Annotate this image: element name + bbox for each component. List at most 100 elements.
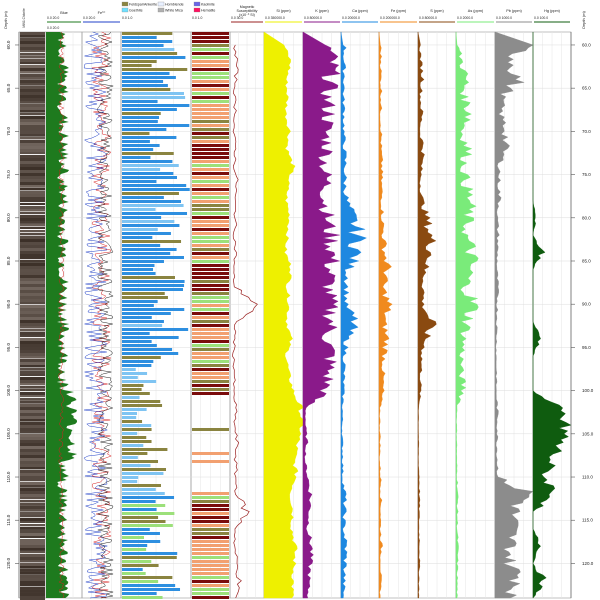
mineral-bar [122,260,164,263]
class-band [192,344,229,347]
core-segment [20,500,45,503]
track-title-mag: (x10⁻³ SI) [239,13,255,17]
legend-swatch [193,1,201,7]
core-segment [20,134,45,137]
core-segment [20,140,45,145]
axis-tick-label-right: 100.0 [582,388,594,393]
core-segment [20,83,45,86]
core-segment [20,92,45,96]
mineral-bar [122,372,148,375]
class-band [192,544,229,547]
axis-title-right: Depth (m) [581,10,586,28]
core-segment [20,368,45,371]
class-band [192,156,229,159]
core-segment [20,98,45,103]
class-band [192,512,229,515]
mineral-bar [122,56,186,59]
mineral-bar [122,396,140,399]
core-segment [20,35,45,38]
class-band [192,60,229,63]
class-band [192,32,229,35]
class-band [192,384,229,387]
core-segment [20,557,45,562]
core-segment [20,317,45,322]
mineral-bar [122,440,152,443]
class-band [192,392,229,395]
class-band [192,592,229,595]
core-segment [20,149,45,153]
core-segment [20,536,45,539]
core-segment [20,431,45,434]
axis-tick-label-right: 120.0 [582,561,594,566]
class-band [192,528,229,531]
track-title-k: K (ppm) [315,9,329,13]
class-band [192,88,229,91]
track-title-as: As (ppm) [468,9,484,13]
core-segment [20,515,45,518]
mineral-bar [122,52,178,55]
core-segment [20,584,45,587]
mineral-bar [122,44,164,47]
track-title-si: Si (ppm) [276,9,291,13]
core-segment [20,305,45,309]
mineral-bar [122,68,188,71]
axis-tick-label-right: 115.0 [582,518,593,523]
mineral-bar [122,204,184,207]
core-segment [20,443,45,448]
core-segment [20,590,45,593]
core-segment [20,188,45,191]
core-segment [20,179,45,183]
legend-swatch [157,7,165,13]
core-segment [20,572,45,575]
class-band [192,336,229,339]
axis-tick-label-left: 100.0 [6,384,11,396]
mineral-bar [122,272,156,275]
track-scale-k: 0.0 80000.0 [304,16,322,20]
mineral-bar [122,152,174,155]
core-segment [20,251,45,255]
axis-tick-label-left: 105.0 [6,428,11,440]
mineral-bar [122,408,147,411]
core-segment [20,527,45,530]
mineral-bar [122,140,150,143]
mineral-bar [122,200,181,203]
core-segment [20,293,45,298]
area-series-pb [494,31,534,599]
class-band [192,520,229,523]
track-title-ca: Ca (ppm) [352,9,369,13]
mineral-bar [122,320,164,323]
mineral-bar [122,484,161,487]
mineral-bar [122,456,138,459]
core-segment [20,284,45,289]
class-band [192,356,229,359]
mineral-bar [122,384,144,387]
class-band [192,324,229,327]
core-segment [20,176,45,181]
core-segment [20,146,45,151]
core-segment [20,593,45,597]
core-segment [20,128,45,133]
area-series-as [455,31,479,599]
mineral-bar [122,528,150,531]
class-band [192,144,229,147]
mineral-bar [122,224,180,227]
core-segment [20,344,45,348]
core-segment [20,509,45,512]
mineral-bar [122,568,143,571]
class-band [192,176,229,179]
class-band [192,172,229,175]
axis-tick-label-left: 90.0 [6,299,11,308]
core-segment [20,521,45,524]
core-segment [20,173,45,178]
class-band [192,560,229,563]
core-segment [20,470,45,475]
mineral-bar [122,468,167,471]
mineral-bar [122,556,177,559]
core-segment [20,56,45,59]
core-segment [20,479,45,482]
class-band [192,256,229,259]
core-segment [20,263,45,267]
mineral-bar [122,244,161,247]
class-band [192,588,229,591]
